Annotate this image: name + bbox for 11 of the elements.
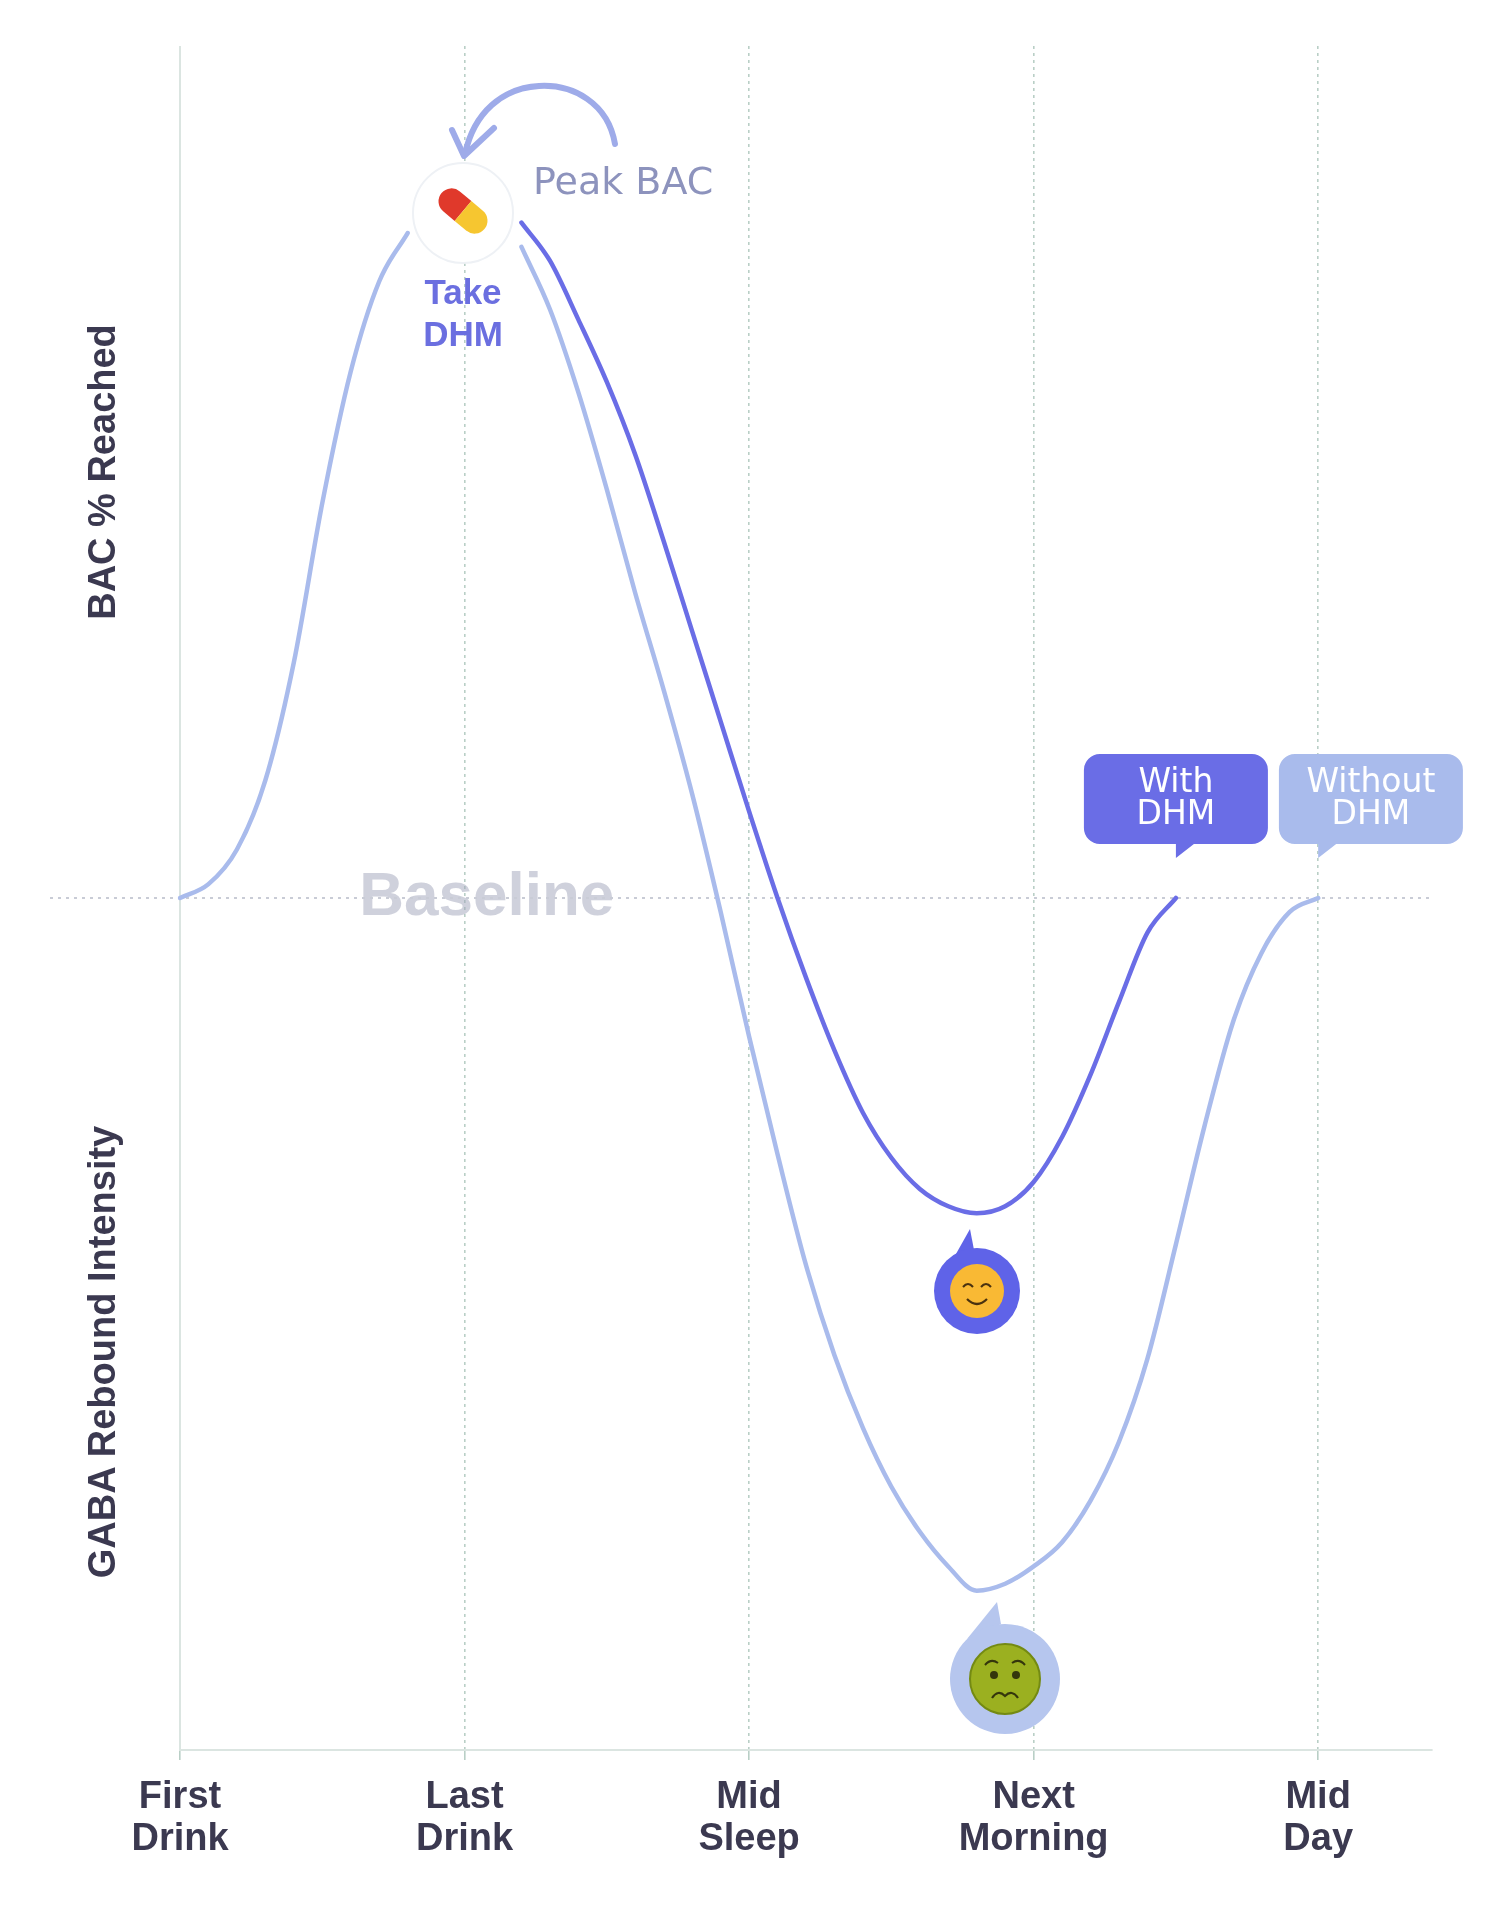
text: Peak BAC xyxy=(533,158,714,203)
text: GABA Rebound Intensity xyxy=(81,1125,124,1579)
x-tick-label: Last Drink xyxy=(415,1774,514,1859)
y-axis-title: BAC % Reached xyxy=(81,324,124,620)
annotation: Take DHM xyxy=(423,271,503,353)
x-tick-label: Mid Sleep xyxy=(698,1774,800,1859)
x-tick-label: Next Morning xyxy=(958,1774,1109,1859)
x-tick-label: First Drink xyxy=(131,1774,230,1859)
x-tick-label: Mid Day xyxy=(1283,1774,1354,1859)
text: Without DHM xyxy=(1306,760,1436,832)
text: With DHM xyxy=(1136,760,1216,832)
